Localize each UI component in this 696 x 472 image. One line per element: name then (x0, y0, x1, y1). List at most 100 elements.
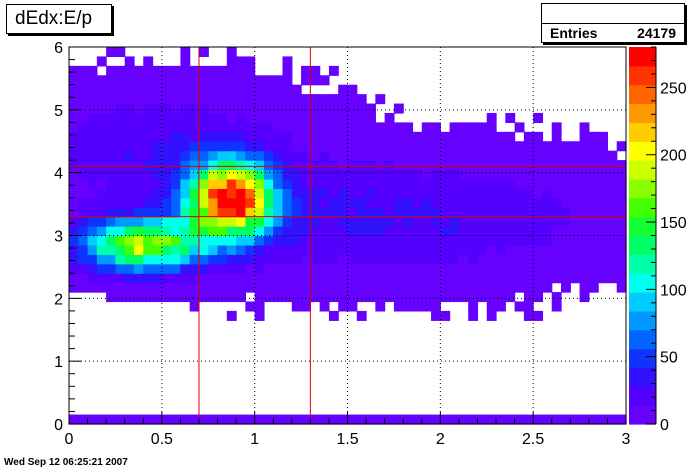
heatmap-cell (133, 197, 144, 208)
heatmap-cell (254, 197, 265, 208)
heatmap-cell (226, 75, 237, 86)
heatmap-cell (143, 160, 154, 171)
heatmap-cell (236, 216, 246, 227)
heatmap-cell (310, 65, 321, 76)
heatmap-cell (282, 282, 293, 293)
heatmap-cell (366, 254, 376, 265)
heatmap-cell (254, 84, 265, 95)
colorbar-tick-label: 150 (660, 215, 687, 232)
heatmap-cell (505, 197, 516, 208)
heatmap-cell (245, 112, 256, 123)
heatmap-cell (328, 160, 339, 171)
heatmap-cell (347, 273, 358, 284)
heatmap-cell (328, 188, 339, 199)
heatmap-cell (319, 160, 330, 171)
heatmap-cell (236, 160, 246, 171)
heatmap-cell (254, 310, 265, 321)
heatmap-cell (133, 216, 144, 227)
heatmap-cell (291, 131, 302, 142)
heatmap-cell (366, 160, 376, 171)
heatmap-cell (180, 235, 191, 246)
heatmap-cell (421, 150, 432, 161)
heatmap-cell (449, 254, 460, 265)
heatmap-cell (282, 94, 293, 105)
heatmap-cell (171, 169, 181, 180)
heatmap-cell (449, 292, 460, 303)
heatmap-cell (152, 94, 163, 105)
heatmap-cell (133, 188, 144, 199)
colorbar-swatch (629, 160, 656, 180)
heatmap-cell (208, 273, 219, 284)
heatmap-cell (180, 197, 191, 208)
heatmap-cell (579, 141, 590, 152)
heatmap-cell (477, 273, 488, 284)
heatmap-cell (570, 188, 581, 199)
heatmap-cell (421, 207, 432, 218)
heatmap-cell (384, 160, 395, 171)
heatmap-cell (616, 235, 627, 246)
heatmap-cell (393, 244, 404, 255)
heatmap-cell (384, 197, 395, 208)
heatmap-cell (579, 282, 590, 293)
heatmap-cell (208, 178, 219, 189)
heatmap-cell (551, 273, 562, 284)
heatmap-cell (180, 56, 191, 67)
heatmap-cell (403, 263, 414, 274)
heatmap-cell (588, 188, 599, 199)
y-tick-label: 2 (54, 291, 63, 308)
heatmap-cell (421, 141, 432, 152)
heatmap-cell (115, 112, 126, 123)
heatmap-cell (115, 178, 126, 189)
heatmap-cell (588, 263, 599, 274)
heatmap-cell (291, 263, 302, 274)
heatmap-cell (533, 141, 544, 152)
heatmap-cell (403, 414, 414, 425)
heatmap-cell (96, 112, 107, 123)
heatmap-cell (263, 75, 274, 86)
heatmap-cell (198, 254, 209, 265)
heatmap-cell (115, 169, 126, 180)
heatmap-cell (319, 197, 330, 208)
heatmap-cell (115, 244, 126, 255)
heatmap-cell (449, 226, 460, 237)
heatmap-cell (189, 112, 200, 123)
heatmap-cell (124, 282, 135, 293)
heatmap-cell (96, 150, 107, 161)
heatmap-cell (449, 273, 460, 284)
heatmap-cell (78, 112, 89, 123)
heatmap-cell (440, 414, 451, 425)
heatmap-cell (310, 414, 321, 425)
heatmap-cell (449, 414, 460, 425)
heatmap-cell (171, 292, 181, 303)
heatmap-cell (217, 273, 228, 284)
heatmap-cell (124, 216, 135, 227)
heatmap-cell (514, 178, 525, 189)
heatmap-cell (319, 169, 330, 180)
heatmap-cell (180, 47, 191, 58)
heatmap-cell (87, 65, 98, 76)
heatmap-cell (356, 131, 367, 142)
heatmap-cell (263, 282, 274, 293)
heatmap-cell (133, 169, 144, 180)
heatmap-cell (505, 254, 516, 265)
heatmap-cell (523, 141, 534, 152)
heatmap-cell (180, 65, 191, 76)
heatmap-cell (198, 65, 209, 76)
heatmap-cell (579, 226, 590, 237)
heatmap-cell (161, 226, 172, 237)
heatmap-cell (551, 226, 562, 237)
heatmap-cell (384, 169, 395, 180)
heatmap-cell (486, 282, 497, 293)
heatmap-cell (486, 112, 497, 123)
heatmap-cell (198, 235, 209, 246)
heatmap-cell (319, 254, 330, 265)
colorbar-swatch (629, 235, 656, 255)
heatmap-cell (588, 244, 599, 255)
heatmap-cell (198, 160, 209, 171)
colorbar-swatch (629, 103, 656, 123)
heatmap-cell (180, 178, 191, 189)
heatmap-cell (319, 94, 330, 105)
heatmap-cell (412, 197, 423, 208)
heatmap-cell (152, 122, 163, 133)
heatmap-cell (171, 122, 181, 133)
